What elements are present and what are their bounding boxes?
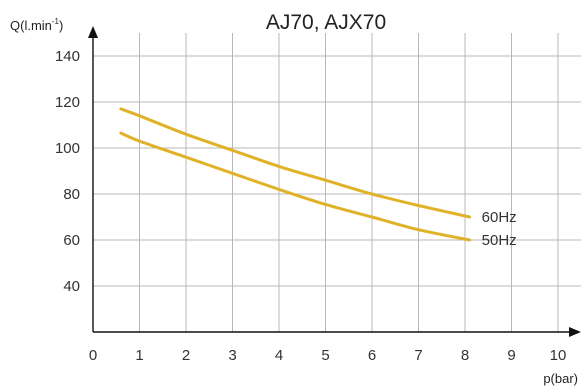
- grid: [93, 33, 581, 332]
- series-label-60hz: 60Hz: [482, 209, 517, 226]
- y-tick-label: 40: [63, 278, 80, 295]
- x-tick-label: 5: [321, 347, 329, 364]
- y-axis-arrow: [88, 26, 98, 38]
- series-group: 60Hz 50Hz: [119, 107, 517, 249]
- y-tick-label: 120: [55, 94, 80, 111]
- x-tick-label: 10: [550, 347, 567, 364]
- x-tick-label: 1: [135, 347, 143, 364]
- y-axis-label: Q(l.min-1): [10, 17, 63, 33]
- x-tick-label: 6: [368, 347, 376, 364]
- x-tick-label: 0: [89, 347, 97, 364]
- x-axis-label: p(bar): [543, 371, 578, 386]
- x-tick-label: 8: [461, 347, 469, 364]
- y-tick-label: 100: [55, 140, 80, 157]
- series-label-50hz: 50Hz: [482, 232, 517, 249]
- x-tick-labels: 0 1 2 3 4 5 6 7 8 9 10: [89, 347, 567, 364]
- series-line-50hz: [119, 131, 472, 242]
- x-tick-label: 4: [275, 347, 283, 364]
- x-tick-label: 3: [228, 347, 236, 364]
- x-tick-label: 9: [507, 347, 515, 364]
- y-tick-label: 140: [55, 48, 80, 65]
- y-tick-label: 80: [63, 186, 80, 203]
- x-tick-label: 7: [414, 347, 422, 364]
- y-tick-label: 60: [63, 232, 80, 249]
- axes: [88, 26, 581, 337]
- x-tick-label: 2: [182, 347, 190, 364]
- series-line-60hz: [119, 107, 472, 219]
- y-tick-labels: 40 60 80 100 120 140: [55, 48, 80, 295]
- chart-title: AJ70, AJX70: [266, 11, 386, 34]
- x-axis-arrow: [569, 327, 581, 337]
